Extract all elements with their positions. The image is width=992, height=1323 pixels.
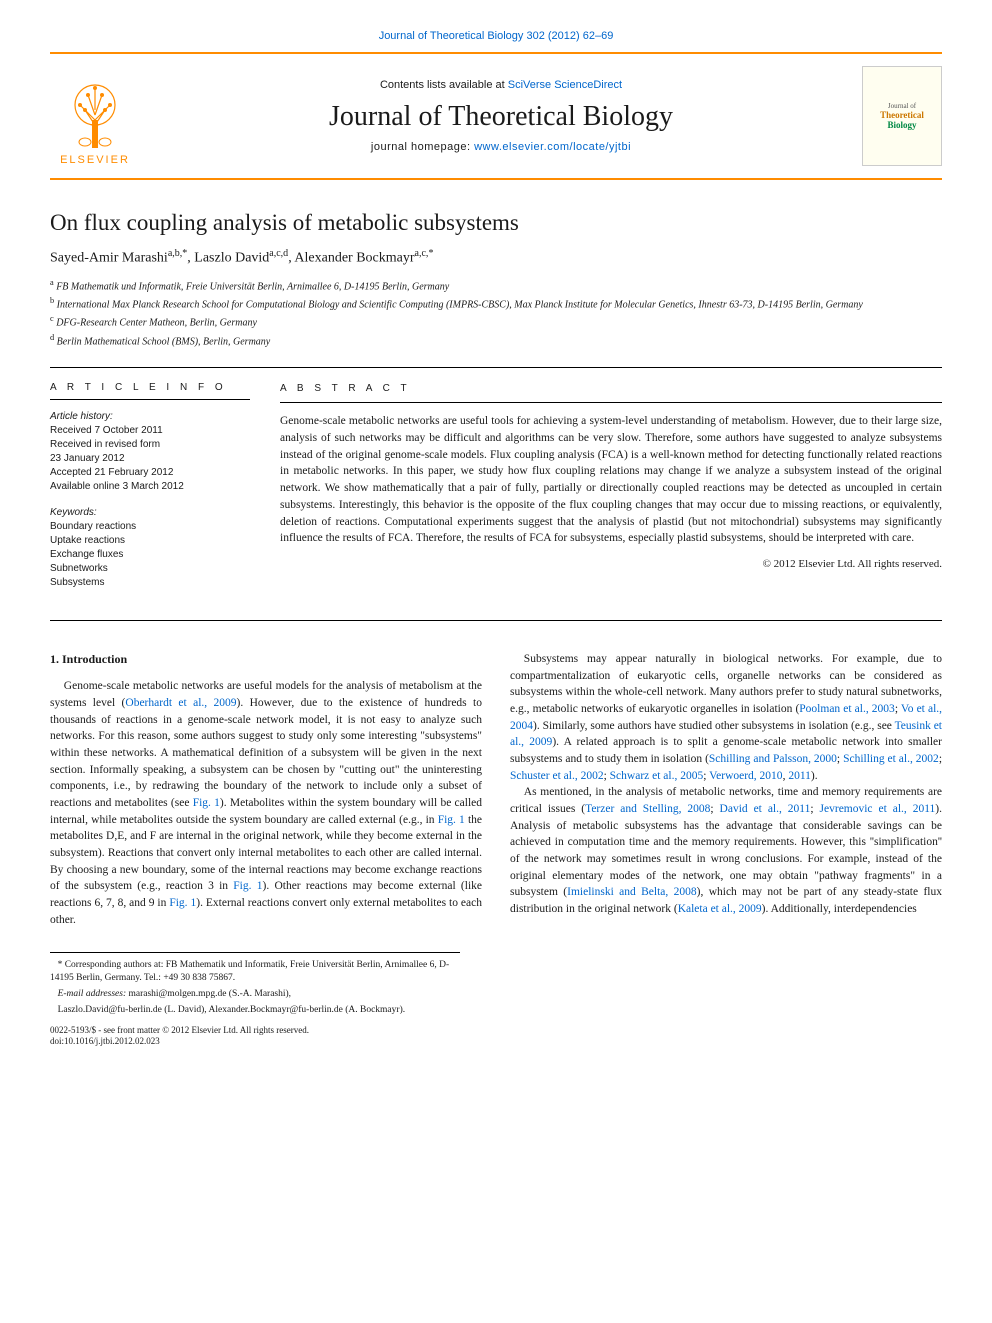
author-1[interactable]: Sayed-Amir Marashi [50, 251, 168, 266]
email-line-1: E-mail addresses: marashi@molgen.mpg.de … [50, 988, 460, 1001]
email-label: E-mail addresses: [58, 989, 127, 999]
author-2[interactable]: , Laszlo David [187, 251, 269, 266]
ref-schilling-2002[interactable]: Schilling et al., 2002 [843, 753, 939, 765]
article-info-column: A R T I C L E I N F O Article history: R… [50, 382, 250, 602]
affiliations: a FB Mathematik und Informatik, Freie Un… [50, 277, 942, 349]
fig1-link-d[interactable]: Fig. 1 [169, 897, 196, 909]
ref-poolman-2003[interactable]: Poolman et al., 2003 [799, 703, 895, 715]
ref-oberhardt-2009[interactable]: Oberhardt et al., 2009 [125, 697, 236, 709]
email-line-2: Laszlo.David@fu-berlin.de (L. David), Al… [50, 1004, 460, 1017]
journal-title: Journal of Theoretical Biology [160, 101, 842, 133]
journal-homepage-link[interactable]: www.elsevier.com/locate/yjtbi [474, 141, 631, 153]
intro-para-1: Genome-scale metabolic networks are usef… [50, 678, 482, 928]
affiliation-d: Berlin Mathematical School (BMS), Berlin… [57, 336, 271, 347]
keyword-2: Uptake reactions [50, 534, 250, 548]
article-info-abstract-row: A R T I C L E I N F O Article history: R… [50, 367, 942, 621]
elsevier-tree-icon [60, 80, 130, 150]
issn-copyright-line: 0022-5193/$ - see front matter © 2012 El… [50, 1025, 942, 1037]
article-info-head: A R T I C L E I N F O [50, 382, 250, 400]
ref-kaleta-2009[interactable]: Kaleta et al., 2009 [678, 903, 762, 915]
bottom-meta: 0022-5193/$ - see front matter © 2012 El… [50, 1025, 942, 1048]
journal-header: ELSEVIER Contents lists available at Sci… [50, 52, 942, 180]
authors-line: Sayed-Amir Marashia,b,*, Laszlo Davida,c… [50, 248, 942, 267]
abstract-head: A B S T R A C T [280, 382, 942, 404]
abstract-text: Genome-scale metabolic networks are usef… [280, 413, 942, 546]
abstract-column: A B S T R A C T Genome-scale metabolic n… [280, 382, 942, 602]
ref-verwoerd-2010[interactable]: Verwoerd, 2010 [709, 770, 782, 782]
elsevier-logo[interactable]: ELSEVIER [50, 66, 140, 166]
fig1-link-b[interactable]: Fig. 1 [438, 814, 465, 826]
affiliation-b: International Max Planck Research School… [57, 299, 863, 310]
article-title: On flux coupling analysis of metabolic s… [50, 210, 942, 236]
article-history: Article history: Received 7 October 2011… [50, 410, 250, 494]
ref-schuster-2002[interactable]: Schuster et al., 2002 [510, 770, 604, 782]
body-two-columns: 1. Introduction Genome-scale metabolic n… [50, 651, 942, 928]
cover-theoretical: Theoretical [880, 110, 924, 120]
cover-biology: Biology [887, 120, 916, 130]
online-date: Available online 3 March 2012 [50, 480, 250, 494]
corresponding-author-note: * Corresponding authors at: FB Mathemati… [50, 959, 460, 985]
affiliation-c: DFG-Research Center Matheon, Berlin, Ger… [56, 318, 257, 329]
ref-david-2011[interactable]: David et al., 2011 [720, 803, 811, 815]
elsevier-wordmark: ELSEVIER [60, 154, 130, 166]
intro-para-2: Subsystems may appear naturally in biolo… [510, 651, 942, 784]
keyword-3: Exchange fluxes [50, 548, 250, 562]
abstract-copyright: © 2012 Elsevier Ltd. All rights reserved… [280, 557, 942, 573]
received-date: Received 7 October 2011 [50, 424, 250, 438]
contents-prefix: Contents lists available at [380, 79, 508, 91]
keyword-1: Boundary reactions [50, 520, 250, 534]
revised-line1: Received in revised form [50, 438, 250, 452]
author-2-aff: a,c,d [269, 248, 288, 259]
ref-verwoerd-2011[interactable]: 2011 [788, 770, 811, 782]
keywords-block: Keywords: Boundary reactions Uptake reac… [50, 506, 250, 590]
keyword-4: Subnetworks [50, 562, 250, 576]
section-introduction-head: 1. Introduction [50, 651, 482, 668]
ref-schwarz-2005[interactable]: Schwarz et al., 2005 [610, 770, 704, 782]
ref-terzer-stelling-2008[interactable]: Terzer and Stelling, 2008 [585, 803, 710, 815]
intro-para-3: As mentioned, in the analysis of metabol… [510, 784, 942, 917]
author-3[interactable]: , Alexander Bockmayr [288, 251, 414, 266]
fig1-link-a[interactable]: Fig. 1 [193, 797, 220, 809]
ref-jevremovic-2011[interactable]: Jevremovic et al., 2011 [820, 803, 936, 815]
cover-journal-of: Journal of [888, 102, 916, 110]
author-3-star: * [428, 248, 433, 259]
ref-imielinski-belta-2008[interactable]: Imielinski and Belta, 2008 [567, 886, 697, 898]
keyword-5: Subsystems [50, 576, 250, 590]
sciencedirect-link[interactable]: SciVerse ScienceDirect [508, 79, 622, 91]
contents-listing: Contents lists available at SciVerse Sci… [160, 79, 842, 91]
accepted-date: Accepted 21 February 2012 [50, 466, 250, 480]
revised-line2: 23 January 2012 [50, 452, 250, 466]
affiliation-a: FB Mathematik und Informatik, Freie Univ… [56, 281, 449, 292]
journal-center: Contents lists available at SciVerse Sci… [140, 79, 862, 153]
volume-page-link[interactable]: Journal of Theoretical Biology 302 (2012… [50, 30, 942, 42]
author-3-aff: a,c, [415, 248, 429, 259]
author-1-aff: a,b, [168, 248, 182, 259]
doi-line: doi:10.1016/j.jtbi.2012.02.023 [50, 1036, 942, 1048]
homepage-line: journal homepage: www.elsevier.com/locat… [160, 141, 842, 153]
fig1-link-c[interactable]: Fig. 1 [233, 880, 262, 892]
homepage-prefix: journal homepage: [371, 141, 474, 153]
footnotes: * Corresponding authors at: FB Mathemati… [50, 952, 460, 1016]
ref-schilling-palsson-2000[interactable]: Schilling and Palsson, 2000 [709, 753, 837, 765]
journal-cover-thumb[interactable]: Journal of Theoretical Biology [862, 66, 942, 166]
history-label: Article history: [50, 410, 250, 424]
keywords-label: Keywords: [50, 506, 250, 520]
